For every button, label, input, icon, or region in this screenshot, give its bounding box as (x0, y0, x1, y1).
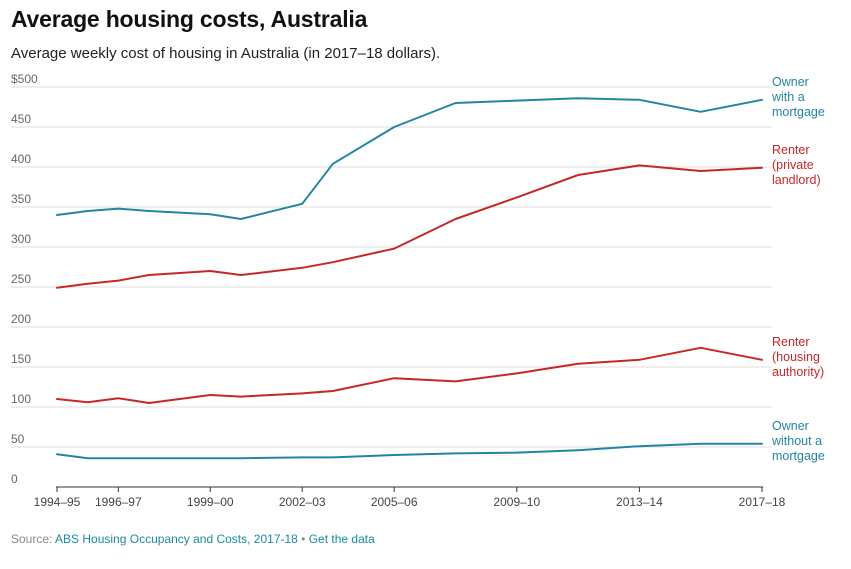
data-point (515, 451, 519, 455)
data-point (637, 358, 641, 362)
source-link[interactable]: ABS Housing Occupancy and Costs, 2017-18 (55, 532, 298, 546)
footer-separator: • (297, 532, 309, 546)
get-the-data-link[interactable]: Get the data (308, 532, 375, 546)
data-point (760, 442, 764, 446)
y-tick-label: $500 (11, 72, 38, 86)
data-point (637, 163, 641, 167)
data-point (392, 453, 396, 457)
data-point (208, 212, 212, 216)
data-point (55, 213, 59, 217)
data-point (55, 397, 59, 401)
chart-subtitle: Average weekly cost of housing in Austra… (11, 45, 441, 62)
series-line-3 (56, 442, 763, 460)
data-point (392, 247, 396, 251)
source-prefix: Source: (11, 532, 56, 546)
data-point (55, 452, 59, 456)
x-tick-label: 1996–97 (95, 495, 142, 509)
data-point (116, 456, 120, 460)
x-tick-label: 2009–10 (493, 495, 540, 509)
grid-lines (11, 86, 772, 448)
x-tick-label: 2005–06 (371, 495, 418, 509)
data-point (760, 98, 764, 102)
data-point (699, 442, 703, 446)
data-point (300, 266, 304, 270)
data-point (453, 379, 457, 383)
data-point (116, 207, 120, 211)
data-point (147, 273, 151, 277)
data-point (239, 456, 243, 460)
data-point (208, 269, 212, 273)
data-point (576, 173, 580, 177)
data-point (392, 376, 396, 380)
series-label: Renter (housing authority) (772, 335, 824, 379)
y-tick-label: 300 (11, 232, 31, 246)
data-point (239, 273, 243, 277)
data-point (515, 99, 519, 103)
data-point (331, 389, 335, 393)
data-point (116, 396, 120, 400)
data-point (699, 346, 703, 350)
x-tick-label: 2013–14 (616, 495, 663, 509)
data-point (300, 391, 304, 395)
data-point (576, 448, 580, 452)
y-tick-label: 150 (11, 352, 31, 366)
data-point (515, 195, 519, 199)
series-line-0 (56, 97, 763, 220)
data-point (699, 110, 703, 114)
series-label: Owner with a mortgage (771, 75, 825, 119)
data-point (453, 101, 457, 105)
data-point (453, 451, 457, 455)
data-point (331, 162, 335, 166)
data-point (331, 260, 335, 264)
data-point (116, 279, 120, 283)
series-line-2 (56, 346, 763, 404)
data-point (300, 202, 304, 206)
y-tick-label: 50 (11, 432, 25, 446)
data-point (576, 362, 580, 366)
data-point (760, 358, 764, 362)
series-labels: Owner with a mortgage Renter (private landlor… (771, 75, 825, 463)
data-point (147, 209, 151, 213)
series-line-1 (56, 164, 763, 289)
x-tick-label: 2017–18 (739, 495, 786, 509)
data-point (86, 400, 90, 404)
y-tick-label: 0 (11, 472, 18, 486)
data-point (147, 401, 151, 405)
y-tick-label: 200 (11, 312, 31, 326)
series-label: Owner without a mortgage (771, 419, 825, 463)
y-tick-label: 400 (11, 152, 31, 166)
data-point (392, 125, 396, 129)
data-point (760, 166, 764, 170)
data-point (699, 169, 703, 173)
data-point (86, 456, 90, 460)
data-point (453, 217, 457, 221)
y-tick-label: 250 (11, 272, 31, 286)
y-tick-label: 100 (11, 392, 31, 406)
x-tick-label: 1999–00 (187, 495, 234, 509)
data-point (515, 371, 519, 375)
axes: 0 50 100 150 200 250 300 350 400 450 $500 1994–95 19… (11, 72, 786, 509)
data-point (239, 395, 243, 399)
source-footer: Source: ABS Housing Occupancy and Costs,… (11, 532, 375, 546)
x-tick-label: 1994–95 (34, 495, 81, 509)
series-label: Renter (private landlord) (772, 143, 821, 187)
data-point (637, 444, 641, 448)
x-tick-label: 2002–03 (279, 495, 326, 509)
data-point (300, 455, 304, 459)
y-tick-label: 350 (11, 192, 31, 206)
data-point (576, 96, 580, 100)
series-lines (55, 96, 764, 460)
data-point (147, 456, 151, 460)
data-point (86, 282, 90, 286)
data-point (55, 286, 59, 290)
data-point (637, 98, 641, 102)
data-point (208, 393, 212, 397)
data-point (208, 456, 212, 460)
y-tick-label: 450 (11, 112, 31, 126)
data-point (331, 455, 335, 459)
data-point (86, 209, 90, 213)
chart-title: Average housing costs, Australia (11, 6, 368, 32)
data-point (239, 217, 243, 221)
